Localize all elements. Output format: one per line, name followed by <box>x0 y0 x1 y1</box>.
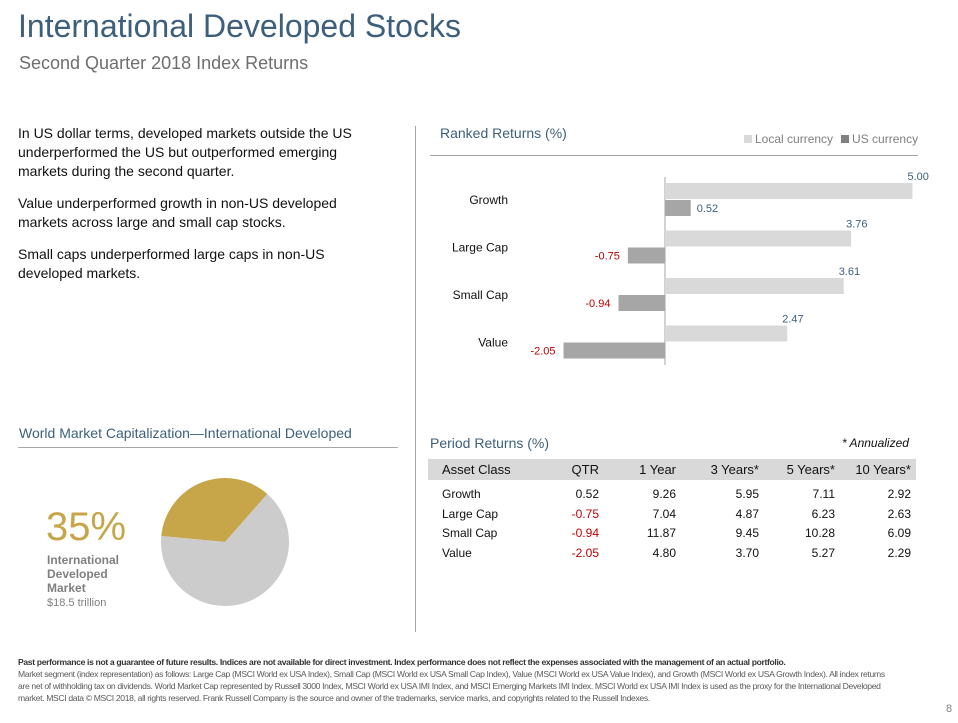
ranked-returns-heading: Ranked Returns (%) <box>440 125 567 141</box>
commentary-paragraph: Value underperformed growth in non-US de… <box>18 195 337 230</box>
market-cap-rule <box>18 447 398 448</box>
category-label: Small Cap <box>453 288 509 302</box>
table-cell: 2.92 <box>887 487 911 501</box>
pie-slice-other <box>161 493 289 606</box>
bar-us-currency <box>563 342 665 359</box>
table-cell: 7.11 <box>812 487 835 501</box>
table-row: Growth 0.52 9.26 5.95 7.11 2.92 <box>428 480 916 504</box>
table-cell: 5.27 <box>811 545 835 560</box>
commentary-paragraph: In US dollar terms, developed markets ou… <box>18 125 352 179</box>
bar-value-label: -2.05 <box>530 346 555 358</box>
table-cell: 5.95 <box>735 487 759 501</box>
bar-value-label: 2.47 <box>782 314 803 326</box>
market-cap-label: International Developed Market <box>47 553 119 595</box>
period-returns-heading: Period Returns (%) <box>430 435 550 451</box>
bar-us-currency <box>618 295 665 311</box>
page-title: International Developed Stocks <box>18 8 461 44</box>
market-cap-label-line: International <box>47 553 120 567</box>
bar-local-currency <box>665 325 788 342</box>
commentary: In US dollar terms, developed markets ou… <box>18 124 388 296</box>
column-header: 5 Years* <box>764 459 840 480</box>
page-number: 8 <box>946 703 953 715</box>
bar-value-label: 0.52 <box>697 203 718 215</box>
column-header: QTR <box>546 459 604 480</box>
market-cap-heading: World Market Capitalization—Internationa… <box>19 425 352 441</box>
period-returns-table: Asset Class QTR 1 Year 3 Years* 5 Years*… <box>428 459 916 563</box>
bar-local-currency <box>665 230 852 247</box>
column-header: 10 Years* <box>840 459 916 480</box>
market-cap-value: $18.5 trillion <box>47 597 107 609</box>
table-cell: 4.80 <box>652 545 676 560</box>
table-row: Small Cap -0.94 11.87 9.45 10.28 6.09 <box>428 524 916 544</box>
table-cell: Value <box>442 545 472 560</box>
bar-value-label: 5.00 <box>908 171 929 183</box>
chart-legend: Local currency US currency <box>744 132 926 146</box>
table-cell: 11.87 <box>646 526 676 541</box>
table-cell: 3.70 <box>735 545 759 560</box>
column-divider <box>415 126 416 632</box>
market-cap-label-line: Market <box>47 581 86 595</box>
table-cell: 6.09 <box>887 526 911 541</box>
table-cell: 9.45 <box>735 526 759 541</box>
bar-value-label: -0.75 <box>595 251 620 263</box>
bar-value-label: -0.94 <box>585 298 610 310</box>
bar-local-currency <box>665 183 913 199</box>
market-cap-pie-chart <box>161 478 289 606</box>
table-cell: 4.87 <box>735 506 759 521</box>
table-cell: Small Cap <box>442 526 498 541</box>
table-cell: 9.26 <box>652 487 676 501</box>
legend-label-local: Local currency <box>755 132 834 146</box>
table-row: Large Cap -0.75 7.04 4.87 6.23 2.63 <box>428 504 916 524</box>
page-subtitle: Second Quarter 2018 Index Returns <box>19 53 309 73</box>
table-cell: 2.63 <box>887 506 911 521</box>
legend-item-us: US currency <box>841 132 918 146</box>
table-cell: -0.75 <box>571 506 599 521</box>
column-header: Asset Class <box>428 459 546 480</box>
column-header: 1 Year <box>604 459 681 480</box>
legend-swatch-local <box>744 135 752 143</box>
category-label: Value <box>478 336 508 350</box>
bar-local-currency <box>665 278 844 294</box>
table-row: Value -2.05 4.80 3.70 5.27 2.29 <box>428 543 916 563</box>
bar-value-label: 3.76 <box>846 219 867 231</box>
ranked-returns-rule <box>430 155 918 156</box>
footer-disclaimer: Past performance is not a guarantee of f… <box>18 657 786 667</box>
bar-us-currency <box>627 247 665 264</box>
pie-slice-international-developed <box>161 478 268 542</box>
bar-value-label: 3.61 <box>839 266 860 278</box>
table-cell: 2.29 <box>887 545 911 560</box>
footer-disclosure: Past performance is not a guarantee of f… <box>18 656 890 704</box>
table-cell: 0.52 <box>575 487 599 501</box>
table-cell: Large Cap <box>442 506 499 521</box>
market-cap-percent: 35% <box>46 505 127 549</box>
bar-us-currency <box>665 200 691 216</box>
table-cell: 7.04 <box>652 506 676 521</box>
category-label: Large Cap <box>452 241 508 255</box>
legend-label-us: US currency <box>852 132 919 146</box>
table-cell: 10.28 <box>804 526 835 541</box>
market-cap-label-line: Developed <box>47 567 108 581</box>
annualized-note: * Annualized <box>842 436 909 450</box>
footer-notes: Market segment (index representation) as… <box>18 669 885 703</box>
table-cell: 6.23 <box>811 506 835 521</box>
legend-item-local: Local currency <box>744 132 833 146</box>
column-header: 3 Years* <box>681 459 764 480</box>
table-header-row: Asset Class QTR 1 Year 3 Years* 5 Years*… <box>428 459 916 480</box>
commentary-paragraph: Small caps underperformed large caps in … <box>18 246 325 281</box>
table-cell: -0.94 <box>571 526 599 541</box>
ranked-returns-chart: Growth 5.00 0.52 Large Cap 3.76 -0.75 Small Ca… <box>452 171 929 365</box>
category-label: Growth <box>469 193 508 207</box>
table-cell: -2.05 <box>571 545 599 560</box>
legend-swatch-us <box>841 135 850 143</box>
table-cell: Growth <box>442 487 481 501</box>
